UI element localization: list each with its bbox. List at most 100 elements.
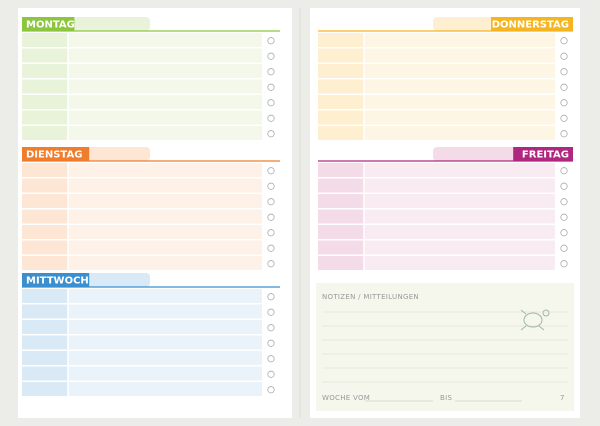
row-time-cell xyxy=(22,351,68,365)
row-time-cell xyxy=(22,209,68,224)
row-time-cell xyxy=(318,225,364,239)
checkbox xyxy=(560,130,568,138)
row-time-cell xyxy=(318,110,364,125)
row-time-cell xyxy=(22,289,68,303)
checkbox xyxy=(267,182,275,190)
row xyxy=(318,256,555,270)
day-label: FREITAG xyxy=(522,150,569,161)
row xyxy=(22,163,262,177)
checkbox xyxy=(267,355,275,363)
row xyxy=(318,194,555,208)
checkbox xyxy=(267,229,275,237)
row xyxy=(22,48,262,63)
row-time-cell xyxy=(22,256,68,270)
row xyxy=(22,178,262,193)
row-time-cell xyxy=(22,110,68,125)
checkbox xyxy=(267,83,275,91)
checkbox xyxy=(267,99,275,107)
row xyxy=(318,225,555,239)
day-label: MONTAG xyxy=(26,20,75,31)
row xyxy=(22,320,262,334)
checkbox xyxy=(267,198,275,206)
row xyxy=(318,79,555,94)
checkbox xyxy=(560,260,568,268)
row xyxy=(318,33,555,47)
day-sections: MONTAG DIENSTAG MITTWOCH DONNERSTAG FREITAG xyxy=(22,17,573,398)
day-label: DONNERSTAG xyxy=(492,20,569,31)
checkbox xyxy=(560,37,568,45)
notes-box: NOTIZEN / MITTEILUNGEN WOCHE VOM BIS 7 xyxy=(316,283,574,411)
turtle-icon xyxy=(520,309,550,331)
checkbox xyxy=(267,260,275,268)
row xyxy=(22,194,262,208)
row xyxy=(318,178,555,193)
checkbox xyxy=(560,52,568,60)
day-section: DIENSTAG xyxy=(22,147,280,272)
row xyxy=(318,48,555,63)
checkbox xyxy=(267,244,275,252)
row-time-cell xyxy=(22,240,68,255)
row xyxy=(318,110,555,125)
checkbox xyxy=(267,370,275,378)
row-time-cell xyxy=(22,304,68,319)
day-section: DONNERSTAG xyxy=(318,17,573,142)
tab-label-bg xyxy=(22,147,90,161)
row-time-cell xyxy=(318,33,364,47)
row xyxy=(22,335,262,350)
until-label: BIS xyxy=(440,394,452,402)
row-time-cell xyxy=(22,48,68,63)
row-time-cell xyxy=(22,335,68,350)
row-time-cell xyxy=(318,240,364,255)
row-time-cell xyxy=(22,225,68,239)
row-time-cell xyxy=(318,126,364,140)
checkbox xyxy=(267,308,275,316)
row-time-cell xyxy=(22,126,68,140)
row-time-cell xyxy=(318,95,364,109)
row xyxy=(22,382,262,396)
checkbox xyxy=(560,68,568,76)
day-section: FREITAG xyxy=(318,147,573,272)
checkbox xyxy=(560,229,568,237)
checkbox xyxy=(560,99,568,107)
notes-background xyxy=(316,283,574,411)
row-time-cell xyxy=(318,178,364,193)
page-number: 7 xyxy=(560,394,565,402)
row xyxy=(318,95,555,109)
row-time-cell xyxy=(22,178,68,193)
row xyxy=(318,209,555,224)
checkbox xyxy=(560,83,568,91)
row xyxy=(22,366,262,381)
row-time-cell xyxy=(318,256,364,270)
checkbox xyxy=(267,68,275,76)
row xyxy=(318,64,555,78)
tab-label-bg xyxy=(22,273,90,287)
checkbox xyxy=(267,339,275,347)
checkbox xyxy=(267,114,275,122)
day-label: DIENSTAG xyxy=(26,150,82,161)
tab-label-bg xyxy=(513,147,573,161)
row xyxy=(22,126,262,140)
row xyxy=(22,95,262,109)
note-lines xyxy=(322,311,568,383)
row-time-cell xyxy=(318,48,364,63)
row xyxy=(318,163,555,177)
row-time-cell xyxy=(318,163,364,177)
row xyxy=(318,126,555,140)
checkbox xyxy=(560,182,568,190)
checkbox xyxy=(267,324,275,332)
row-time-cell xyxy=(318,79,364,94)
checkbox xyxy=(560,244,568,252)
notes-title: NOTIZEN / MITTEILUNGEN xyxy=(322,293,419,301)
row xyxy=(22,289,262,303)
row-time-cell xyxy=(22,194,68,208)
tab-label-bg xyxy=(22,17,75,31)
checkbox xyxy=(267,167,275,175)
tab-label-bg xyxy=(491,17,573,31)
row xyxy=(22,240,262,255)
checkbox xyxy=(267,386,275,394)
row xyxy=(22,351,262,365)
day-section: MONTAG xyxy=(22,17,280,142)
day-label: MITTWOCH xyxy=(26,276,89,287)
row-time-cell xyxy=(22,95,68,109)
